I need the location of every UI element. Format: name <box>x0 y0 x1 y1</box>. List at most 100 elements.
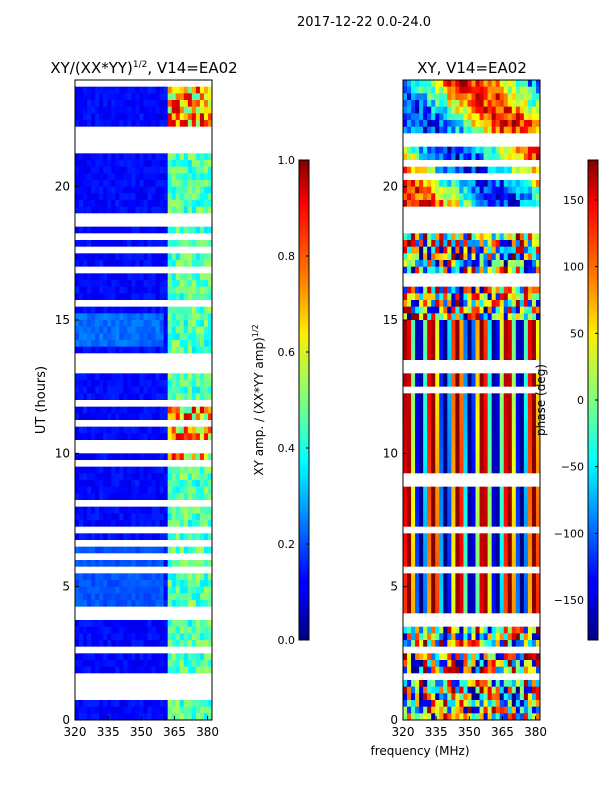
heatmap-cell <box>483 286 489 294</box>
heatmap-cell <box>79 313 84 321</box>
heatmap-cell <box>147 313 152 321</box>
heatmap-cell <box>435 120 440 128</box>
heatmap-cell <box>179 620 185 628</box>
heatmap-cell <box>155 80 161 88</box>
heatmap-cell <box>103 246 108 254</box>
heatmap-cell <box>127 433 132 441</box>
heatmap-cell <box>151 413 156 421</box>
heatmap-cell <box>463 373 468 381</box>
heatmap-cell <box>123 626 128 634</box>
heatmap-cell <box>451 160 456 168</box>
heatmap-cell <box>103 700 108 708</box>
heatmap-cell <box>195 286 201 294</box>
heatmap-cell <box>435 306 440 314</box>
heatmap-cell <box>447 93 452 101</box>
heatmap-cell <box>439 346 444 354</box>
heatmap-cell <box>83 126 88 134</box>
heatmap-cell <box>199 140 205 148</box>
heatmap-cell <box>75 520 80 528</box>
heatmap-cell <box>175 120 181 128</box>
heatmap-cell <box>159 80 165 88</box>
heatmap-cell <box>207 446 212 454</box>
heatmap-cell <box>423 213 428 221</box>
heatmap-cell <box>195 640 201 648</box>
heatmap-cell <box>135 360 140 368</box>
heatmap-cell <box>91 566 96 574</box>
heatmap-cell <box>91 226 96 234</box>
heatmap-cell <box>535 340 540 348</box>
heatmap-cell <box>419 220 424 228</box>
heatmap-cell <box>475 386 480 394</box>
heatmap-cell <box>131 160 136 168</box>
heatmap-cell <box>95 660 100 668</box>
heatmap-cell <box>135 233 140 241</box>
heatmap-cell <box>75 600 80 608</box>
heatmap-cell <box>87 200 92 208</box>
heatmap-cell <box>467 173 472 181</box>
heatmap-cell <box>147 140 152 148</box>
heatmap-cell <box>99 433 104 441</box>
heatmap-cell <box>475 226 480 234</box>
heatmap-cell <box>407 406 412 414</box>
heatmap-cell <box>503 200 509 208</box>
heatmap-cell <box>187 626 193 634</box>
heatmap-cell <box>451 373 456 381</box>
heatmap-cell <box>171 353 177 361</box>
heatmap-cell <box>499 106 505 114</box>
heatmap-cell <box>151 520 156 528</box>
heatmap-cell <box>143 520 148 528</box>
heatmap-cell <box>123 593 128 601</box>
heatmap-cell <box>95 366 100 374</box>
heatmap-cell <box>163 280 169 288</box>
heatmap-cell <box>479 206 484 214</box>
heatmap-cell <box>511 106 517 114</box>
heatmap-cell <box>135 600 140 608</box>
heatmap-cell <box>419 286 424 294</box>
heatmap-cell <box>103 160 108 168</box>
heatmap-cell <box>175 346 181 354</box>
heatmap-cell <box>183 653 189 661</box>
heatmap-cell <box>471 146 476 154</box>
heatmap-cell <box>207 106 212 114</box>
heatmap-cell <box>147 480 152 488</box>
heatmap-cell <box>163 686 169 694</box>
heatmap-cell <box>179 246 185 254</box>
heatmap-cell <box>139 166 144 174</box>
heatmap-cell <box>135 333 140 341</box>
heatmap-cell <box>499 100 505 108</box>
heatmap-cell <box>155 153 161 161</box>
heatmap-cell <box>151 500 156 508</box>
heatmap-cell <box>115 506 120 514</box>
heatmap-cell <box>451 180 456 188</box>
heatmap-cell <box>91 493 96 501</box>
heatmap-cell <box>191 353 197 361</box>
heatmap-cell <box>191 500 197 508</box>
heatmap-cell <box>111 400 116 408</box>
heatmap-cell <box>491 293 497 301</box>
heatmap-cell <box>143 453 148 461</box>
heatmap-cell <box>467 373 472 381</box>
heatmap-cell <box>175 473 181 481</box>
heatmap-cell <box>191 593 197 601</box>
heatmap-cell <box>411 93 416 101</box>
heatmap-cell <box>471 346 476 354</box>
heatmap-cell <box>171 560 177 568</box>
heatmap-cell <box>191 373 197 381</box>
heatmap-cell <box>523 286 529 294</box>
heatmap-cell <box>443 106 448 114</box>
heatmap-cell <box>447 166 452 174</box>
heatmap-cell <box>167 240 173 248</box>
heatmap-cell <box>147 473 152 481</box>
heatmap-cell <box>447 326 452 334</box>
heatmap-cell <box>111 660 116 668</box>
heatmap-cell <box>515 293 521 301</box>
heatmap-cell <box>439 386 444 394</box>
heatmap-cell <box>163 213 169 221</box>
heatmap-cell <box>443 306 448 314</box>
heatmap-cell <box>531 306 537 314</box>
heatmap-cell <box>195 553 201 561</box>
heatmap-cell <box>135 546 140 554</box>
heatmap-cell <box>155 320 161 328</box>
heatmap-cell <box>171 106 177 114</box>
heatmap-cell <box>187 453 193 461</box>
